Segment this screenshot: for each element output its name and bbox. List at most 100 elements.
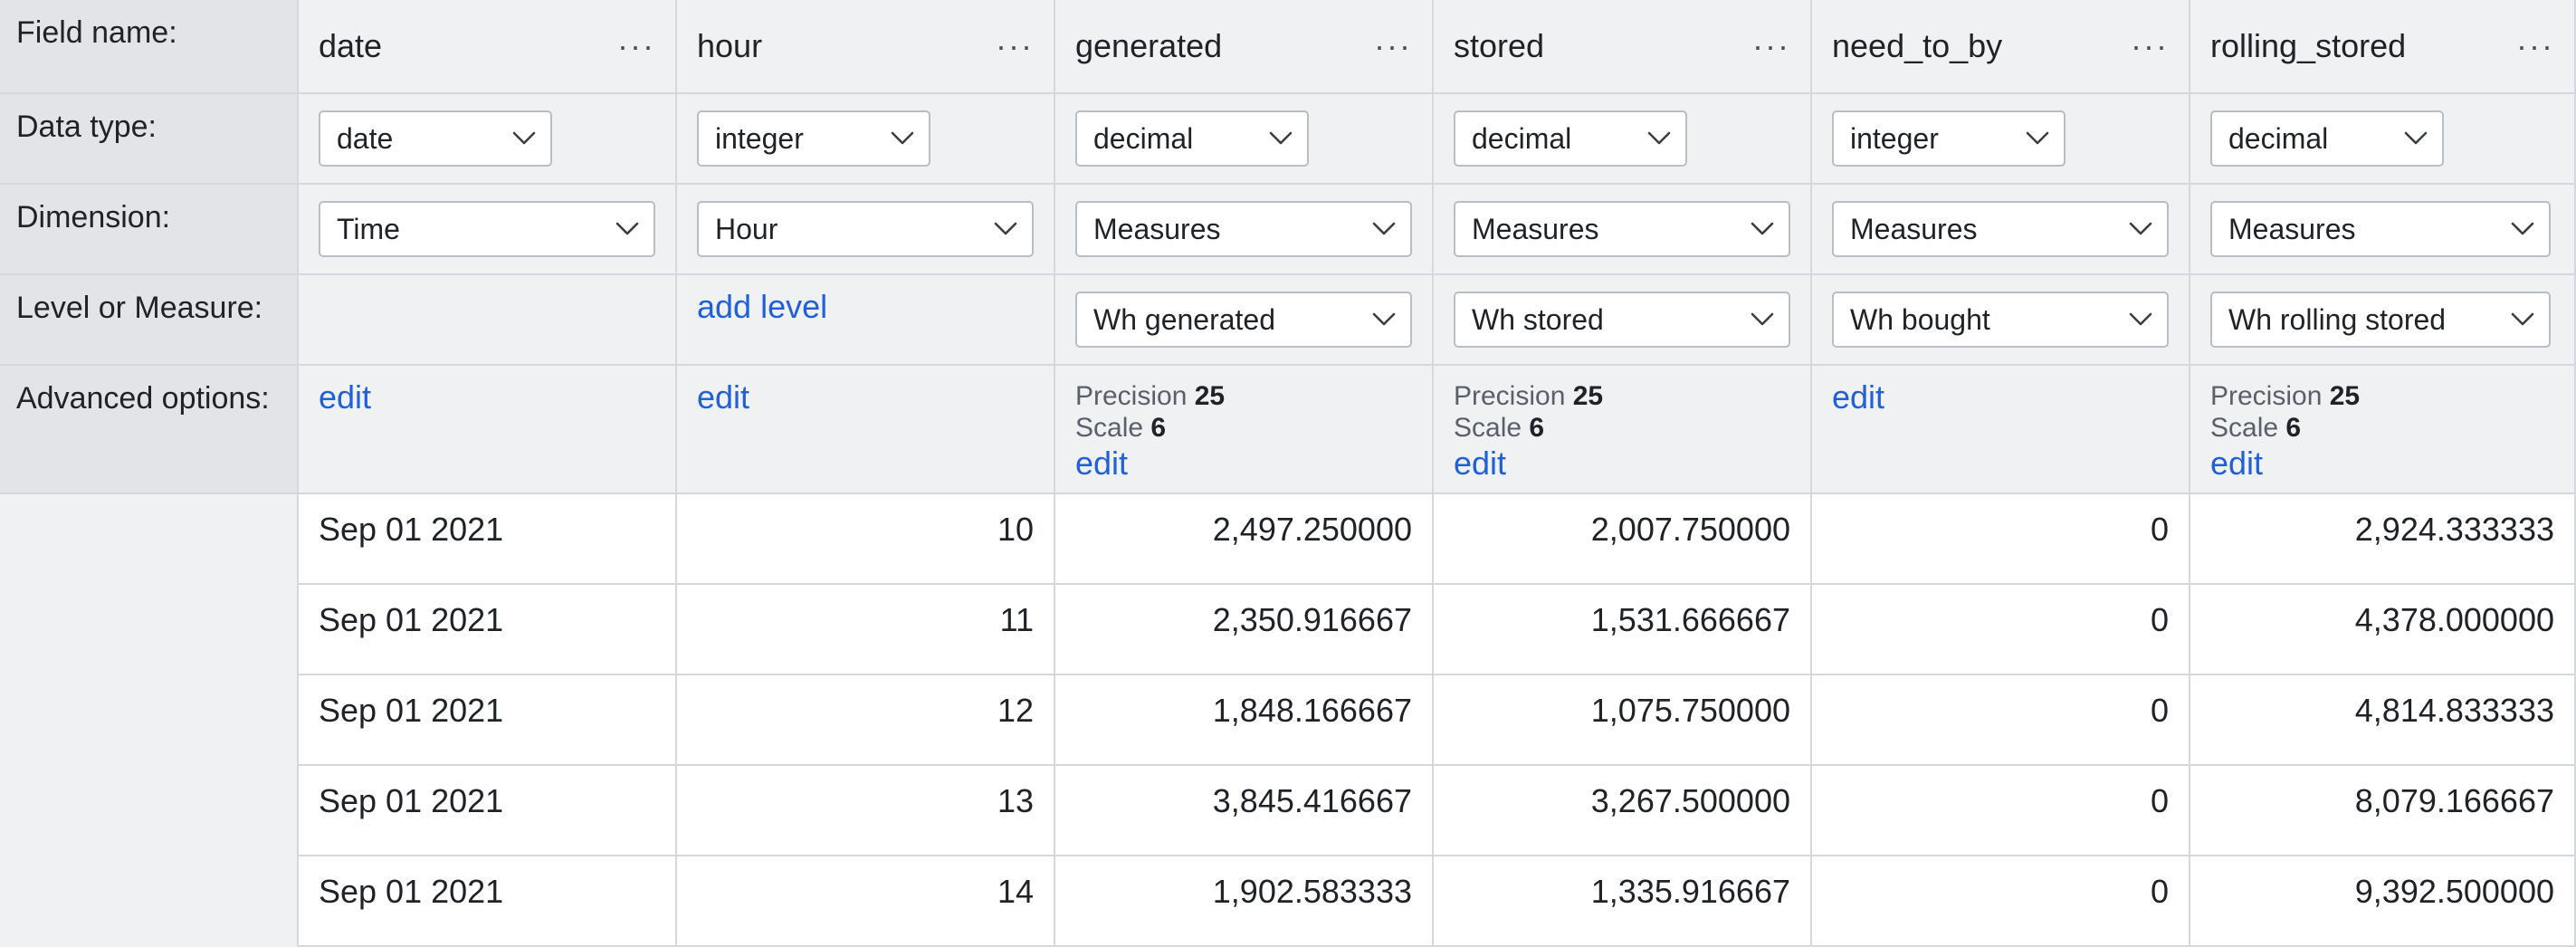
column-header-need-to-by: need_to_by ··· [1812, 0, 2190, 94]
table-cell: 13 [677, 766, 1055, 856]
advanced-options-cell: edit [677, 366, 1055, 494]
field-name: rolling_stored [2210, 27, 2407, 64]
precision-label: Precision [2210, 381, 2323, 411]
select-value: Hour [715, 212, 778, 245]
precision-label: Precision [1454, 381, 1566, 411]
table-cell: 4,814.833333 [2190, 675, 2576, 766]
select-value: integer [715, 121, 804, 155]
row-label-dimension: Dimension: [0, 185, 299, 275]
level-cell-empty [299, 275, 677, 366]
chevron-down-icon [994, 222, 1017, 235]
edit-link[interactable]: edit [1075, 445, 1129, 482]
data-type-cell: decimal [1434, 94, 1812, 185]
table-cell: 2,497.250000 [1055, 494, 1434, 585]
edit-link[interactable]: edit [697, 378, 750, 416]
add-level-link[interactable]: add level [697, 288, 828, 325]
data-type-cell: decimal [2190, 94, 2576, 185]
select-value: Measures [1093, 212, 1221, 245]
table-cell: 3,267.500000 [1434, 766, 1812, 856]
select-value: Wh stored [1472, 302, 1604, 336]
level-cell: Wh stored [1434, 275, 1812, 366]
scale-value: 6 [1150, 413, 1167, 443]
select-value: Wh generated [1093, 302, 1276, 336]
row-label-field-name: Field name: [0, 0, 299, 94]
chevron-down-icon [2129, 312, 2152, 326]
dimension-select[interactable]: Hour [697, 201, 1034, 257]
level-cell: Wh generated [1055, 275, 1434, 366]
row-gutter [0, 675, 299, 766]
more-options-icon[interactable]: ··· [996, 27, 1034, 64]
row-gutter [0, 766, 299, 856]
data-type-select[interactable]: date [319, 110, 552, 167]
dimension-select[interactable]: Measures [1454, 201, 1790, 257]
table-cell: 1,902.583333 [1055, 856, 1434, 947]
more-options-icon[interactable]: ··· [1752, 27, 1790, 64]
chevron-down-icon [1372, 312, 1396, 326]
scale-value: 6 [2285, 413, 2302, 443]
scale-label: Scale [2210, 413, 2279, 443]
scale-line: Scale 6 [1454, 412, 1790, 444]
chevron-down-icon [2129, 222, 2152, 235]
data-type-cell: decimal [1055, 94, 1434, 185]
table-cell: Sep 01 2021 [299, 494, 677, 585]
measure-select[interactable]: Wh rolling stored [2210, 292, 2551, 348]
dimension-cell: Measures [2190, 185, 2576, 275]
field-name: generated [1075, 27, 1223, 64]
select-value: Time [337, 212, 400, 245]
measure-select[interactable]: Wh stored [1454, 292, 1790, 348]
row-gutter [0, 856, 299, 947]
dimension-cell: Hour [677, 185, 1055, 275]
advanced-options-cell: edit [299, 366, 677, 494]
data-type-select[interactable]: decimal [1075, 110, 1309, 167]
precision-value: 25 [2329, 381, 2361, 411]
dimension-select[interactable]: Time [319, 201, 655, 257]
scale-line: Scale 6 [1075, 412, 1412, 444]
table-cell: Sep 01 2021 [299, 585, 677, 675]
data-type-cell: date [299, 94, 677, 185]
chevron-down-icon [2026, 131, 2049, 145]
edit-link[interactable]: edit [2210, 445, 2264, 482]
table-cell: 0 [1812, 494, 2190, 585]
chevron-down-icon [891, 131, 914, 145]
dimension-select[interactable]: Measures [1075, 201, 1412, 257]
more-options-icon[interactable]: ··· [1374, 27, 1412, 64]
data-type-select[interactable]: integer [1832, 110, 2066, 167]
precision-value: 25 [1194, 381, 1226, 411]
edit-link[interactable]: edit [319, 378, 372, 416]
more-options-icon[interactable]: ··· [2131, 27, 2169, 64]
table-cell: 8,079.166667 [2190, 766, 2576, 856]
column-header-rolling-stored: rolling_stored ··· [2190, 0, 2576, 94]
edit-link[interactable]: edit [1454, 445, 1507, 482]
data-type-cell: integer [677, 94, 1055, 185]
precision-line: Precision 25 [1075, 380, 1412, 412]
table-cell: Sep 01 2021 [299, 856, 677, 947]
select-value: Wh rolling stored [2228, 302, 2447, 336]
select-value: decimal [1472, 121, 1572, 155]
dimension-select[interactable]: Measures [2210, 201, 2551, 257]
more-options-icon[interactable]: ··· [617, 27, 655, 64]
select-value: decimal [2228, 121, 2329, 155]
chevron-down-icon [1751, 222, 1774, 235]
table-cell: 14 [677, 856, 1055, 947]
chevron-down-icon [2511, 312, 2534, 326]
measure-select[interactable]: Wh generated [1075, 292, 1412, 348]
dimension-select[interactable]: Measures [1832, 201, 2169, 257]
row-label-advanced-options: Advanced options: [0, 366, 299, 494]
edit-link[interactable]: edit [1832, 378, 1885, 416]
data-type-select[interactable]: decimal [2210, 110, 2444, 167]
data-type-select[interactable]: decimal [1454, 110, 1687, 167]
select-value: Wh bought [1850, 302, 1990, 336]
table-cell: 0 [1812, 766, 2190, 856]
data-type-select[interactable]: integer [697, 110, 930, 167]
table-cell: 12 [677, 675, 1055, 766]
table-cell: 11 [677, 585, 1055, 675]
table-cell: 0 [1812, 675, 2190, 766]
scale-line: Scale 6 [2210, 412, 2554, 444]
more-options-icon[interactable]: ··· [2516, 27, 2554, 64]
measure-select[interactable]: Wh bought [1832, 292, 2169, 348]
advanced-options-cell: Precision 25 Scale 6 edit [1055, 366, 1434, 494]
dimension-cell: Measures [1055, 185, 1434, 275]
table-cell: Sep 01 2021 [299, 766, 677, 856]
precision-label: Precision [1075, 381, 1188, 411]
